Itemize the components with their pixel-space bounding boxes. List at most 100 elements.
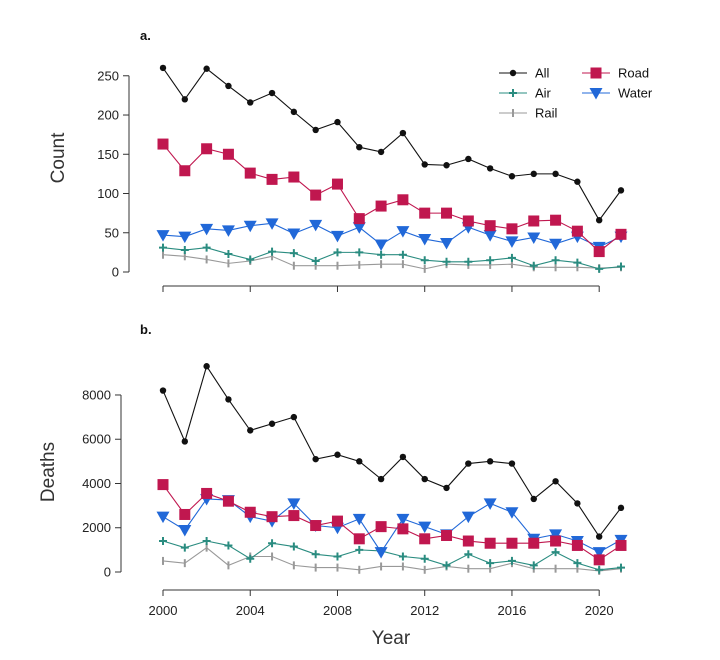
panel-b-point-all: [508, 460, 516, 467]
panel-b-ytick-label: 8000: [82, 387, 111, 402]
panel-b-point-road: [528, 537, 540, 549]
panel-a-point-road: [506, 223, 518, 235]
panel-a-point-all: [443, 162, 450, 169]
panel-a-label: a.: [140, 28, 151, 43]
panel-a-point-water: [505, 236, 519, 248]
panel-b-point-air: [311, 550, 320, 559]
panel-a-point-air: [464, 257, 473, 266]
panel-a-point-all: [225, 82, 232, 90]
panel-a-point-all: [356, 144, 363, 151]
panel-a-point-air: [224, 249, 233, 258]
panel-a-point-all: [377, 148, 385, 156]
panel-a-point-road: [397, 194, 409, 206]
panel-a-point-all: [595, 216, 603, 224]
panel-a-point-road: [375, 200, 387, 212]
panel-b-point-air: [420, 554, 429, 563]
panel-a-point-air: [246, 255, 255, 264]
panel-a-point-air: [442, 257, 451, 266]
panel-b-point-air: [529, 561, 538, 570]
panel-a-point-all: [268, 89, 276, 97]
panel-b-point-road: [593, 554, 605, 566]
panel-b-point-air: [464, 550, 473, 559]
panel-b-line-all: [162, 364, 622, 538]
panel-b-point-road: [397, 523, 409, 535]
panel-a-point-all: [530, 170, 537, 178]
panel-a-point-road: [571, 225, 583, 237]
panel-a-point-air: [159, 243, 167, 252]
panel-b-point-air: [355, 545, 364, 554]
panel-a-point-water: [200, 223, 214, 236]
panel-a-point-road: [353, 213, 365, 225]
panel-a-point-road: [593, 246, 605, 258]
panel-b-ylabel: Deaths: [38, 442, 59, 502]
panel-a-line-rail: [162, 254, 622, 270]
panel-b-point-air: [551, 548, 560, 557]
panel-a-point-road: [244, 167, 256, 179]
panel-b-point-road: [244, 506, 256, 518]
panel-a-point-air: [180, 246, 189, 255]
panel-b-point-road: [375, 521, 387, 533]
panel-a-point-water: [418, 234, 432, 246]
panel-b-point-water: [461, 511, 475, 524]
panel-b-point-road: [506, 537, 518, 549]
panel-b-point-air: [333, 552, 342, 561]
panel-a-ytick-label: 0: [112, 265, 119, 280]
panel-a-ylabel: Count: [48, 132, 69, 183]
panel-b-label: b.: [140, 322, 152, 337]
panel-a-point-all: [312, 126, 319, 134]
panel-b-point-road: [484, 537, 496, 549]
panel-a-point-road: [222, 148, 234, 160]
panel-a-line-all: [162, 67, 622, 222]
panel-a-point-water: [483, 230, 497, 242]
panel-b-series-road: [157, 479, 627, 566]
panel-a-point-air: [377, 250, 386, 259]
panel-b-point-water: [505, 507, 519, 519]
panel-a-point-air: [311, 257, 320, 266]
panel-b-point-road: [462, 535, 474, 547]
panel-b-ytick-label: 0: [104, 565, 111, 580]
panel-b-point-road: [331, 515, 343, 527]
panel-a-point-all: [508, 173, 516, 180]
panel-a-point-all: [486, 165, 494, 172]
panel-a-point-all: [247, 99, 254, 106]
panel-a-point-water: [156, 230, 170, 242]
panel-b-point-air: [159, 537, 167, 546]
panel-b-point-air: [224, 541, 233, 550]
panel-b-point-all: [225, 396, 232, 403]
panel-a-point-road: [615, 228, 627, 240]
panel-a-point-air: [529, 261, 538, 270]
panel-a-point-water: [527, 232, 541, 244]
panel-a-point-road: [201, 143, 213, 155]
panel-a-point-air: [595, 264, 604, 273]
panel-a-point-water: [265, 218, 279, 230]
panel-b-point-all: [574, 500, 581, 507]
panel-a-point-air: [333, 248, 342, 257]
panel-a-point-air: [617, 262, 625, 271]
panel-b-series-rail: [162, 543, 622, 575]
panel-b-point-all: [159, 387, 167, 394]
panel-a-point-water: [221, 225, 235, 237]
panel-a-point-all: [181, 96, 189, 103]
panel-b-xtick-label: 2012: [410, 603, 439, 618]
panel-b-point-all: [399, 453, 407, 461]
panel-a-point-all: [574, 178, 581, 185]
panel-a-point-air: [202, 243, 211, 252]
legend: All Road Water Air Rail: [499, 66, 653, 121]
panel-b-ytick-label: 4000: [82, 476, 111, 491]
panel-a-point-air: [486, 256, 495, 265]
panel-b-point-all: [465, 460, 472, 467]
panel-b-point-air: [442, 561, 451, 570]
panel-b-point-all: [268, 420, 276, 427]
panel-b-point-all: [247, 427, 254, 434]
panel-a-point-road: [179, 165, 191, 177]
panel-a-point-air: [551, 256, 560, 265]
panel-a-point-road: [528, 215, 540, 227]
panel-a-point-all: [421, 161, 428, 168]
panel-b-ytick-label: 6000: [82, 432, 111, 447]
panel-b-ytick-label: 2000: [82, 520, 111, 535]
panel-a: a. Count 0 50 100 150 200 250: [48, 28, 628, 292]
panel-a-ytick-label: 200: [97, 108, 119, 123]
legend-marker-air: [509, 89, 517, 97]
panel-b-point-road: [550, 535, 562, 547]
